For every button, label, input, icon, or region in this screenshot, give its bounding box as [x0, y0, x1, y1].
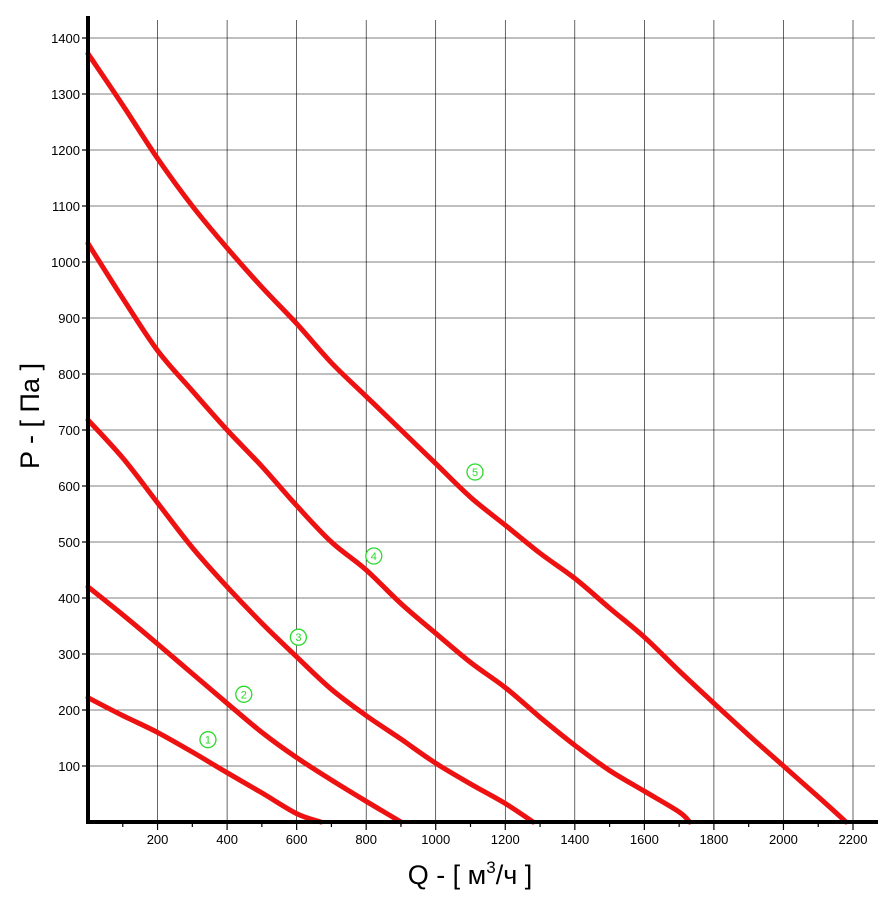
y-tick-label: 1300 [51, 87, 80, 102]
x-tick-label: 1600 [630, 832, 659, 847]
y-tick-label: 900 [58, 311, 80, 326]
curve-labels: 1 2 3 4 5 [199, 463, 484, 749]
x-tick-label: 200 [147, 832, 169, 847]
curve-label-circle [235, 685, 253, 703]
y-tick-label: 600 [58, 479, 80, 494]
y-tick-label: 1200 [51, 143, 80, 158]
curve-label-text: 2 [241, 689, 247, 701]
curve-label-text: 4 [371, 551, 377, 563]
y-tick-label: 400 [58, 591, 80, 606]
x-tick-label: 400 [216, 832, 238, 847]
x-tick-label: 600 [286, 832, 308, 847]
curve-label-text: 5 [472, 467, 478, 479]
curve-label-text: 3 [295, 632, 301, 644]
x-tick-label: 800 [355, 832, 377, 847]
grid [88, 20, 875, 822]
ticks: 200 400 600 800 1000 1200 1400 1600 1800 2000 2200… [51, 31, 867, 847]
curve-5 [85, 51, 849, 825]
curve-label-3: 3 [289, 628, 308, 646]
y-tick-label: 300 [58, 647, 80, 662]
curve-label-4: 4 [365, 547, 383, 565]
curve-2 [85, 584, 404, 825]
y-tick-label: 800 [58, 367, 80, 382]
x-tick-label: 1400 [560, 832, 589, 847]
y-tick-label: 1100 [52, 199, 80, 214]
curve-label-text: 1 [205, 735, 211, 747]
curve-3 [85, 417, 536, 825]
curve-label-2: 2 [235, 685, 253, 703]
x-axis-title-superscript: 3 [486, 858, 495, 877]
y-tick-label: 100 [58, 759, 80, 774]
y-tick-label: 1400 [51, 31, 80, 46]
x-tick-label: 2200 [839, 832, 868, 847]
curve-label-circle [365, 547, 383, 565]
x-tick-label: 2000 [769, 832, 798, 847]
x-axis-title-suffix: /ч ] [496, 860, 533, 890]
x-axis-title-prefix: Q - [ м [408, 860, 487, 890]
x-tick-label: 1800 [699, 832, 728, 847]
curve-label-1: 1 [199, 731, 217, 749]
curve-1 [85, 695, 324, 825]
x-tick-label: 1000 [421, 832, 450, 847]
y-axis-title: P - [ Па ] [15, 363, 45, 469]
y-tick-label: 200 [58, 703, 80, 718]
y-tick-label: 700 [58, 423, 80, 438]
x-tick-label: 1200 [491, 832, 520, 847]
curve-4 [85, 241, 693, 825]
y-tick-label: 500 [58, 535, 80, 550]
curve-label-circle [199, 731, 217, 749]
curve-label-circle [466, 463, 484, 481]
curve-label-circle [289, 628, 308, 646]
axes [86, 16, 878, 824]
curve-label-5: 5 [466, 463, 484, 481]
y-tick-label: 1000 [51, 255, 80, 270]
curves [85, 51, 849, 825]
x-axis-title: Q - [ м3/ч ] [408, 858, 533, 890]
